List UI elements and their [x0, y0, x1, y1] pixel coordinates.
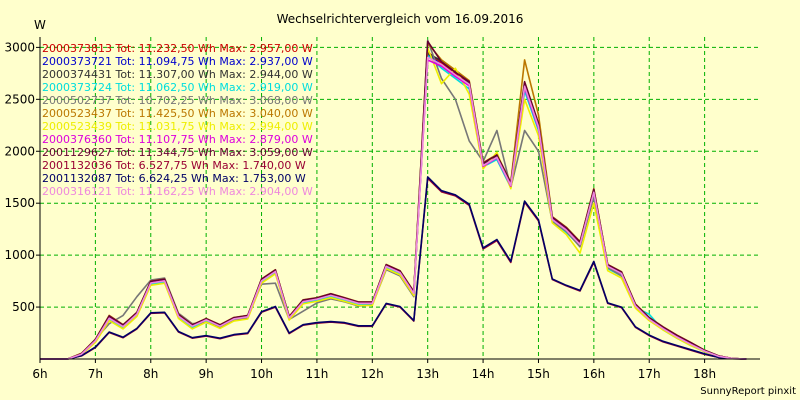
legend-entry: 2001129627 Tot: 11.344,75 Wh Max: 3.059,…	[42, 146, 313, 159]
series-line-2000523439	[40, 47, 747, 360]
y-tick-label: 3000	[4, 40, 35, 54]
x-tick-label: 17h	[638, 367, 661, 381]
grid	[40, 37, 760, 359]
legend-entry: 2000376360 Tot: 11.107,75 Wh Max: 2.879,…	[42, 133, 313, 146]
y-tick-label: 2500	[4, 92, 35, 106]
legend-entry: 2000523437 Tot: 11.425,50 Wh Max: 3.040,…	[42, 107, 313, 120]
legend-entry: 2000373724 Tot: 11.062,50 Wh Max: 2.919,…	[42, 81, 313, 94]
x-ticks: 6h 7h 8h 9h 10h 11h 12h 13h 14h 15h 16h 17h 18h	[32, 359, 716, 381]
x-tick-label: 16h	[582, 367, 605, 381]
plot-area	[40, 37, 760, 359]
series-line-2000316121	[40, 56, 747, 360]
x-tick-label: 6h	[32, 367, 47, 381]
x-tick-label: 10h	[250, 367, 273, 381]
legend: 2000373813 Tot: 11.232,50 Wh Max: 2.957,…	[42, 42, 313, 198]
y-tick-label: 1000	[4, 248, 35, 262]
series-group	[40, 39, 747, 360]
legend-entry: 2000374431 Tot: 11.307,00 Wh Max: 2.944,…	[42, 68, 313, 81]
legend-entry: 2000373721 Tot: 11.094,75 Wh Max: 2.937,…	[42, 55, 313, 68]
y-tick-label: 2000	[4, 144, 35, 158]
legend-entry: 2000373813 Tot: 11.232,50 Wh Max: 2.957,…	[42, 42, 313, 55]
legend-entry: 2001132087 Tot: 6.624,25 Wh Max: 1.753,0…	[42, 172, 306, 185]
x-tick-label: 15h	[527, 367, 550, 381]
legend-entry: 2000502737 Tot: 10.702,25 Wh Max: 3.068,…	[42, 94, 313, 107]
x-tick-label: 12h	[361, 367, 384, 381]
series-line-2001132087	[40, 176, 747, 360]
chart-title: Wechselrichtervergleich vom 16.09.2016	[277, 12, 524, 26]
y-ticks: 500 1000 1500 2000 2500 3000	[4, 40, 40, 314]
axes	[39, 37, 760, 360]
legend-entry: 2000523439 Tot: 11.031,75 Wh Max: 2.994,…	[42, 120, 313, 133]
legend-entry: 2000316121 Tot: 11.162,25 Wh Max: 2.904,…	[42, 185, 313, 198]
legend-entry: 2001132036 Tot: 6.527,75 Wh Max: 1.740,0…	[42, 159, 306, 172]
x-tick-label: 9h	[199, 367, 214, 381]
x-tick-label: 7h	[88, 367, 103, 381]
y-tick-label: 500	[12, 300, 35, 314]
y-tick-label: 1500	[4, 196, 35, 210]
x-tick-label: 13h	[416, 367, 439, 381]
x-tick-label: 14h	[472, 367, 495, 381]
footer-text: SunnyReport pinxit	[700, 386, 796, 397]
x-tick-label: 11h	[305, 367, 328, 381]
y-axis-label: W	[34, 18, 46, 32]
x-tick-label: 8h	[143, 367, 158, 381]
x-tick-label: 18h	[693, 367, 716, 381]
